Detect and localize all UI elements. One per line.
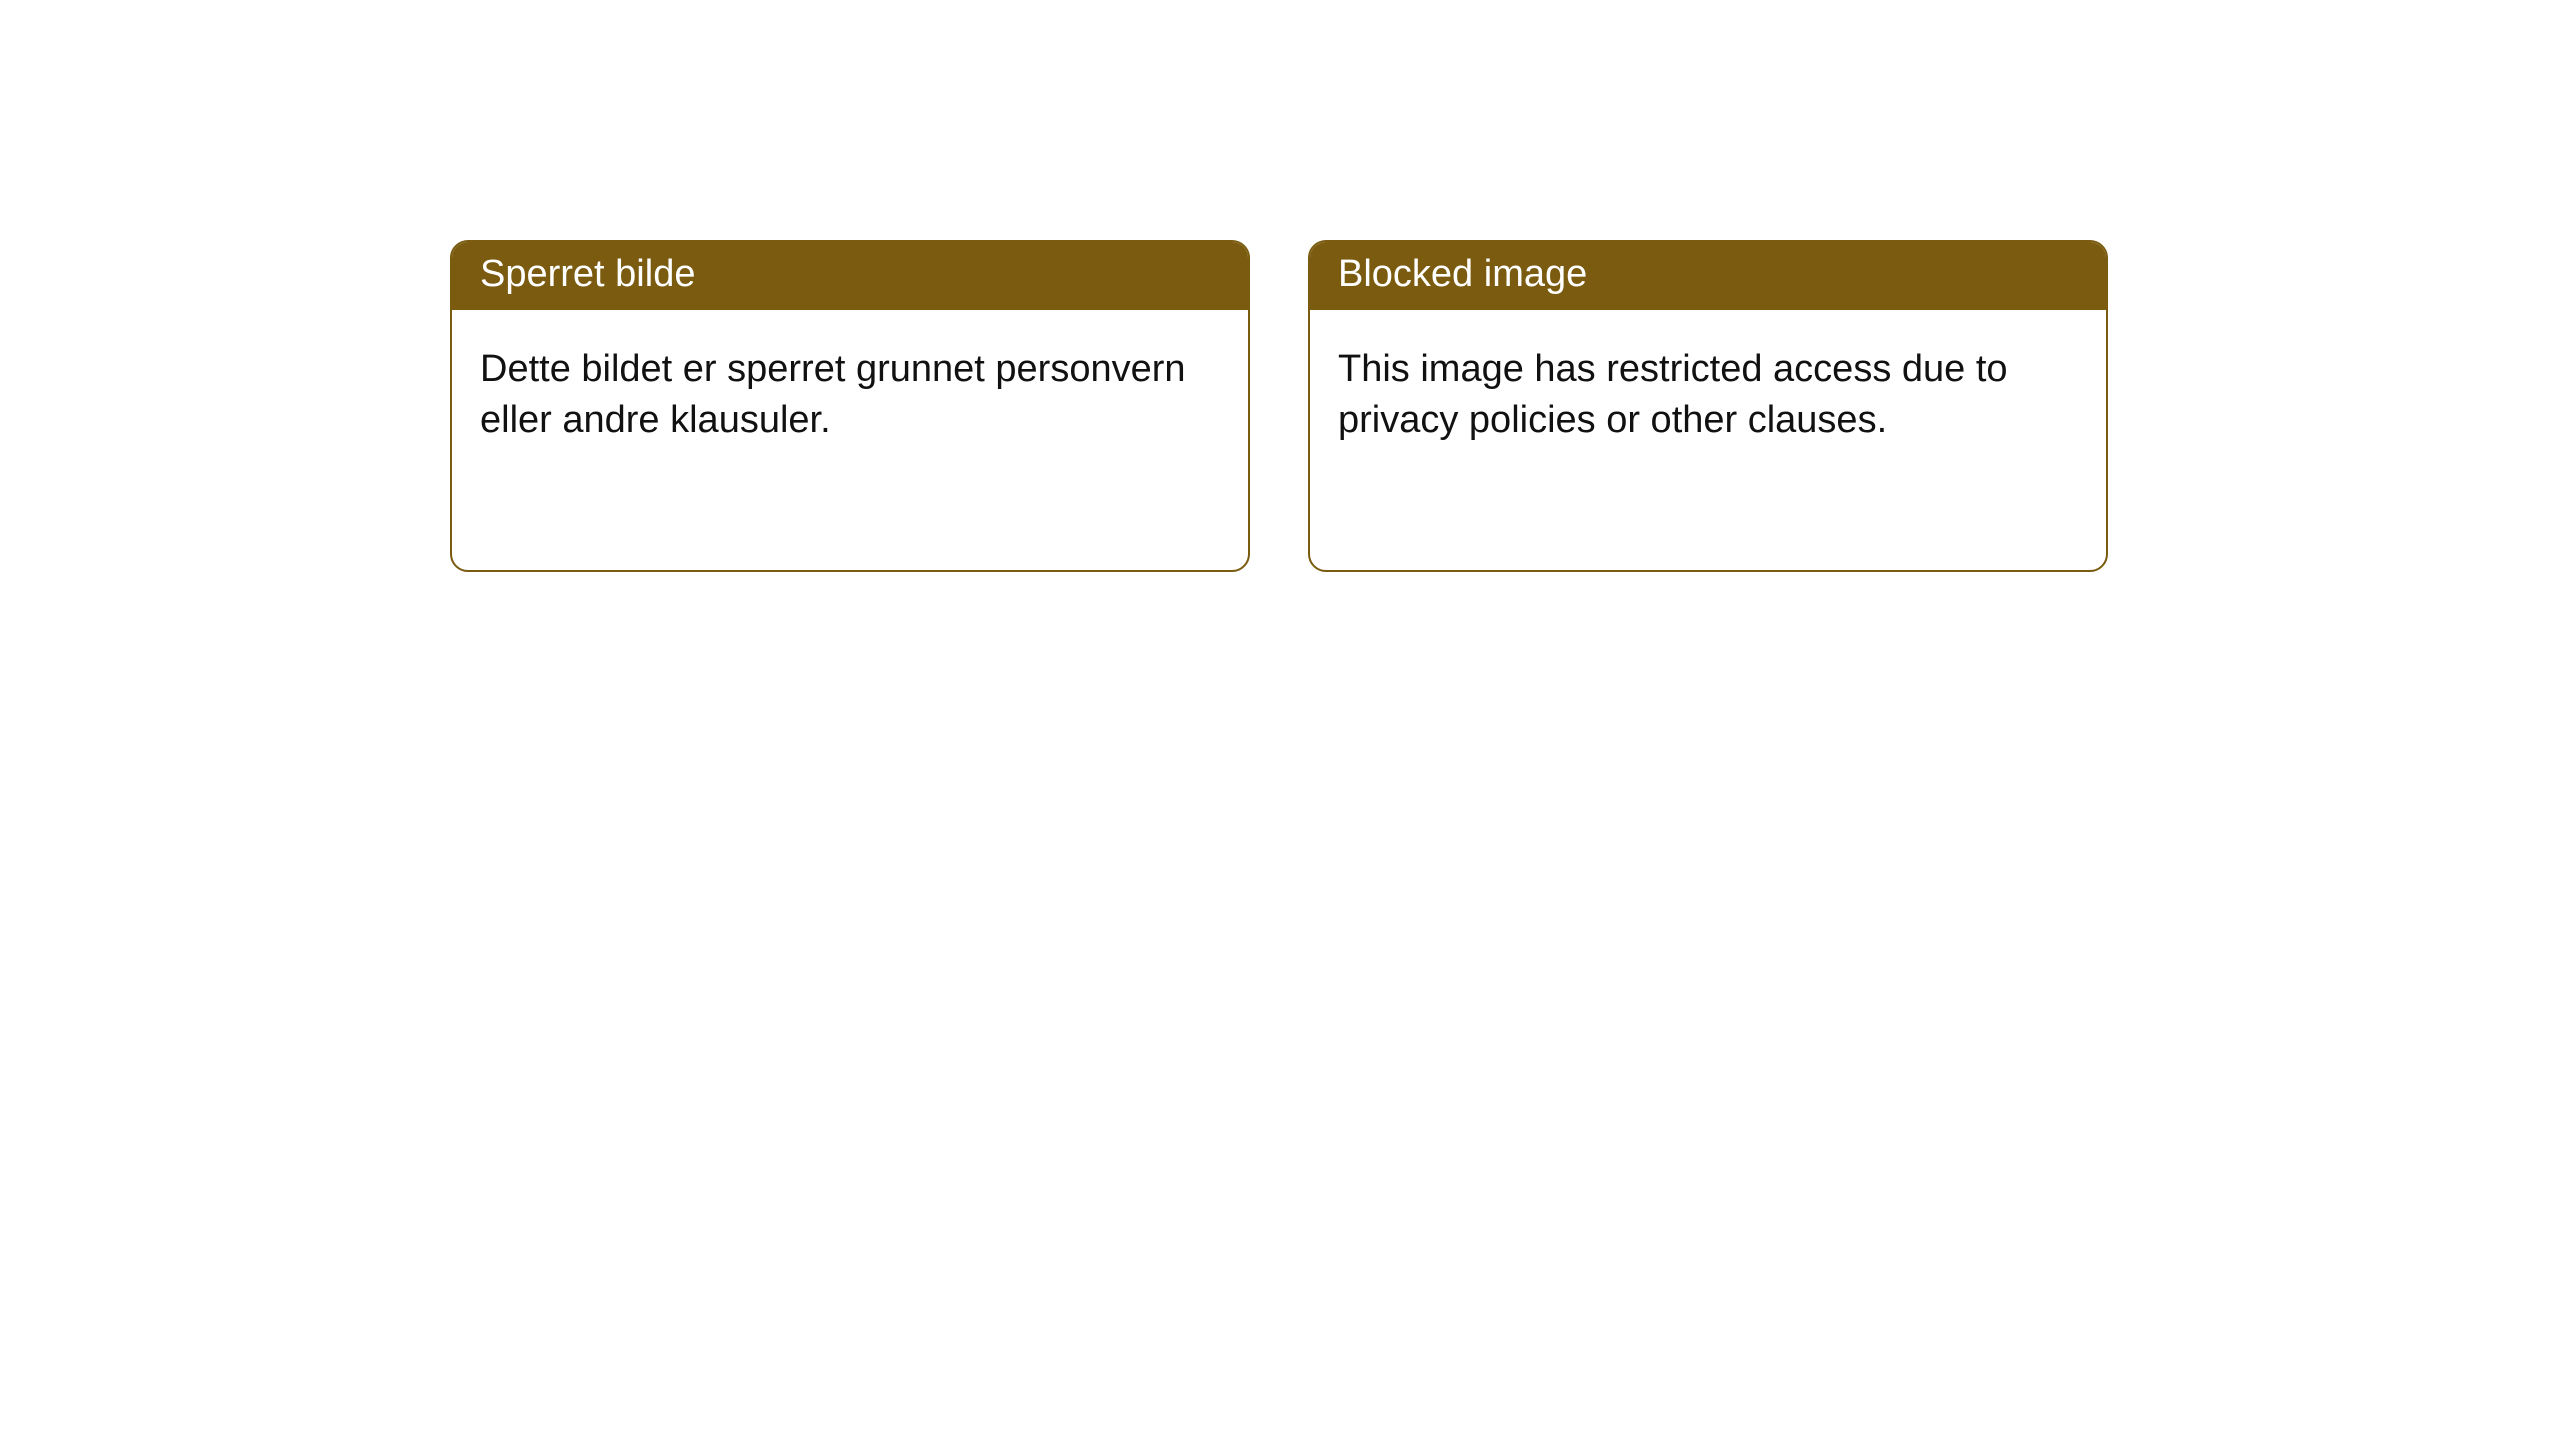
card-header-norwegian: Sperret bilde [452,242,1248,310]
card-body-english: This image has restricted access due to … [1310,310,2106,481]
card-container: Sperret bilde Dette bildet er sperret gr… [0,0,2560,572]
blocked-image-card-english: Blocked image This image has restricted … [1308,240,2108,572]
blocked-image-card-norwegian: Sperret bilde Dette bildet er sperret gr… [450,240,1250,572]
card-body-norwegian: Dette bildet er sperret grunnet personve… [452,310,1248,481]
card-header-english: Blocked image [1310,242,2106,310]
